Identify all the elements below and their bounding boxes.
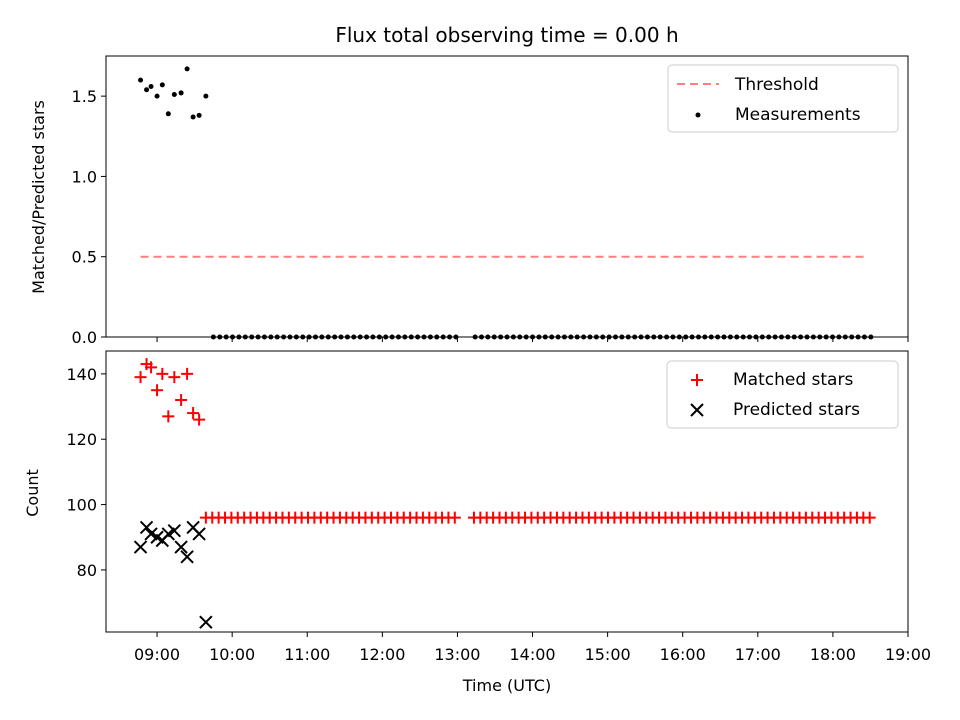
measurement-point xyxy=(154,93,160,99)
legend-predicted-label: Predicted stars xyxy=(733,400,860,420)
y-tick-label: 0.5 xyxy=(72,248,97,267)
x-stroke-2 xyxy=(167,524,182,538)
matched-stars-point xyxy=(175,394,188,407)
x-tick-label: 13:00 xyxy=(434,645,480,664)
matched-stars-point xyxy=(448,511,461,524)
x-stroke-2 xyxy=(192,527,206,541)
x-stroke-2 xyxy=(150,530,164,544)
top-legend: Threshold Measurements xyxy=(667,64,899,133)
y-tick-label: 0.0 xyxy=(72,328,97,347)
measurement-point xyxy=(178,90,184,96)
predicted-stars-point xyxy=(139,520,154,535)
top-legend-box xyxy=(667,64,899,133)
predicted-stars-point xyxy=(174,540,188,554)
measurement-point xyxy=(148,84,154,90)
legend-matched-label: Matched stars xyxy=(733,370,853,390)
y-tick-label: 80 xyxy=(77,561,97,580)
x-stroke-2 xyxy=(186,520,200,535)
chart-title: Flux total observing time = 0.00 h xyxy=(335,23,678,47)
x-stroke-2 xyxy=(174,540,188,554)
bottom-axes-frame xyxy=(105,350,909,633)
x-tick-label: 16:00 xyxy=(660,645,706,664)
legend-measurements-label: Measurements xyxy=(735,105,861,125)
matched-stars-point xyxy=(156,367,169,380)
x-tick-label: 09:00 xyxy=(134,645,180,664)
matched-stars-point xyxy=(162,410,175,423)
measurement-point xyxy=(165,111,171,117)
measurement-point xyxy=(159,82,165,88)
bottom-plot-area: 80 100 120 140 09:00 10:00 11:00 12:00 13:00 14:0… xyxy=(66,358,931,664)
top-axes-frame xyxy=(105,55,909,338)
measurement-point xyxy=(196,112,202,118)
x-tick-label: 19:00 xyxy=(885,645,931,664)
bottom-legend: Matched stars Predicted stars xyxy=(666,360,899,429)
matched-stars-point xyxy=(151,384,164,397)
measurement-point xyxy=(138,77,144,83)
measurement-point xyxy=(203,93,209,99)
y-tick-label: 120 xyxy=(66,430,97,449)
measurement-point xyxy=(190,114,196,120)
x-tick-label: 17:00 xyxy=(735,645,781,664)
x-stroke-2 xyxy=(139,520,154,535)
y-tick-label: 1.5 xyxy=(72,87,97,106)
matched-stars-point xyxy=(168,371,181,384)
y-tick-label: 1.0 xyxy=(72,167,97,186)
measurement-point xyxy=(144,87,150,93)
bottom-legend-box xyxy=(666,360,899,429)
predicted-stars-point xyxy=(167,524,182,538)
x-stroke-2 xyxy=(199,615,213,629)
x-tick-label: 18:00 xyxy=(810,645,856,664)
predicted-stars-point xyxy=(192,527,206,541)
top-panel: Flux total observing time = 0.00 h Match… xyxy=(29,23,909,347)
matched-stars-point xyxy=(145,361,158,374)
x-tick-label: 14:00 xyxy=(509,645,555,664)
legend-predicted-swatch xyxy=(690,403,704,417)
matched-stars-point xyxy=(134,371,147,384)
measurement-point xyxy=(171,92,177,98)
x-tick-label: 10:00 xyxy=(209,645,255,664)
legend-matched-swatch xyxy=(691,374,703,386)
x-stroke-2 xyxy=(144,527,158,541)
legend-measurements-swatch xyxy=(695,112,701,118)
matched-stars-point xyxy=(193,413,206,426)
x-stroke-2 xyxy=(133,540,148,554)
x-tick-label: 15:00 xyxy=(585,645,631,664)
matched-stars-point xyxy=(187,407,200,420)
top-y-axis-label: Matched/Predicted stars xyxy=(29,100,48,294)
y-tick-label: 140 xyxy=(66,365,97,384)
x-tick-label: 12:00 xyxy=(359,645,405,664)
bottom-panel: Count Time (UTC) 80 100 120 140 09:00 10:00 11… xyxy=(23,350,931,695)
predicted-stars-point xyxy=(180,550,194,564)
matched-stars-point xyxy=(181,367,194,380)
x-axis-label: Time (UTC) xyxy=(462,676,551,695)
predicted-stars-point xyxy=(199,615,213,629)
x-stroke-2 xyxy=(180,550,194,564)
x-tick-label: 11:00 xyxy=(284,645,330,664)
measurement-point xyxy=(184,66,190,72)
matched-stars-point xyxy=(863,511,876,524)
y-tick-label: 100 xyxy=(66,496,97,515)
predicted-stars-point xyxy=(133,540,148,554)
bottom-y-axis-label: Count xyxy=(23,469,42,517)
legend-threshold-label: Threshold xyxy=(734,75,819,95)
